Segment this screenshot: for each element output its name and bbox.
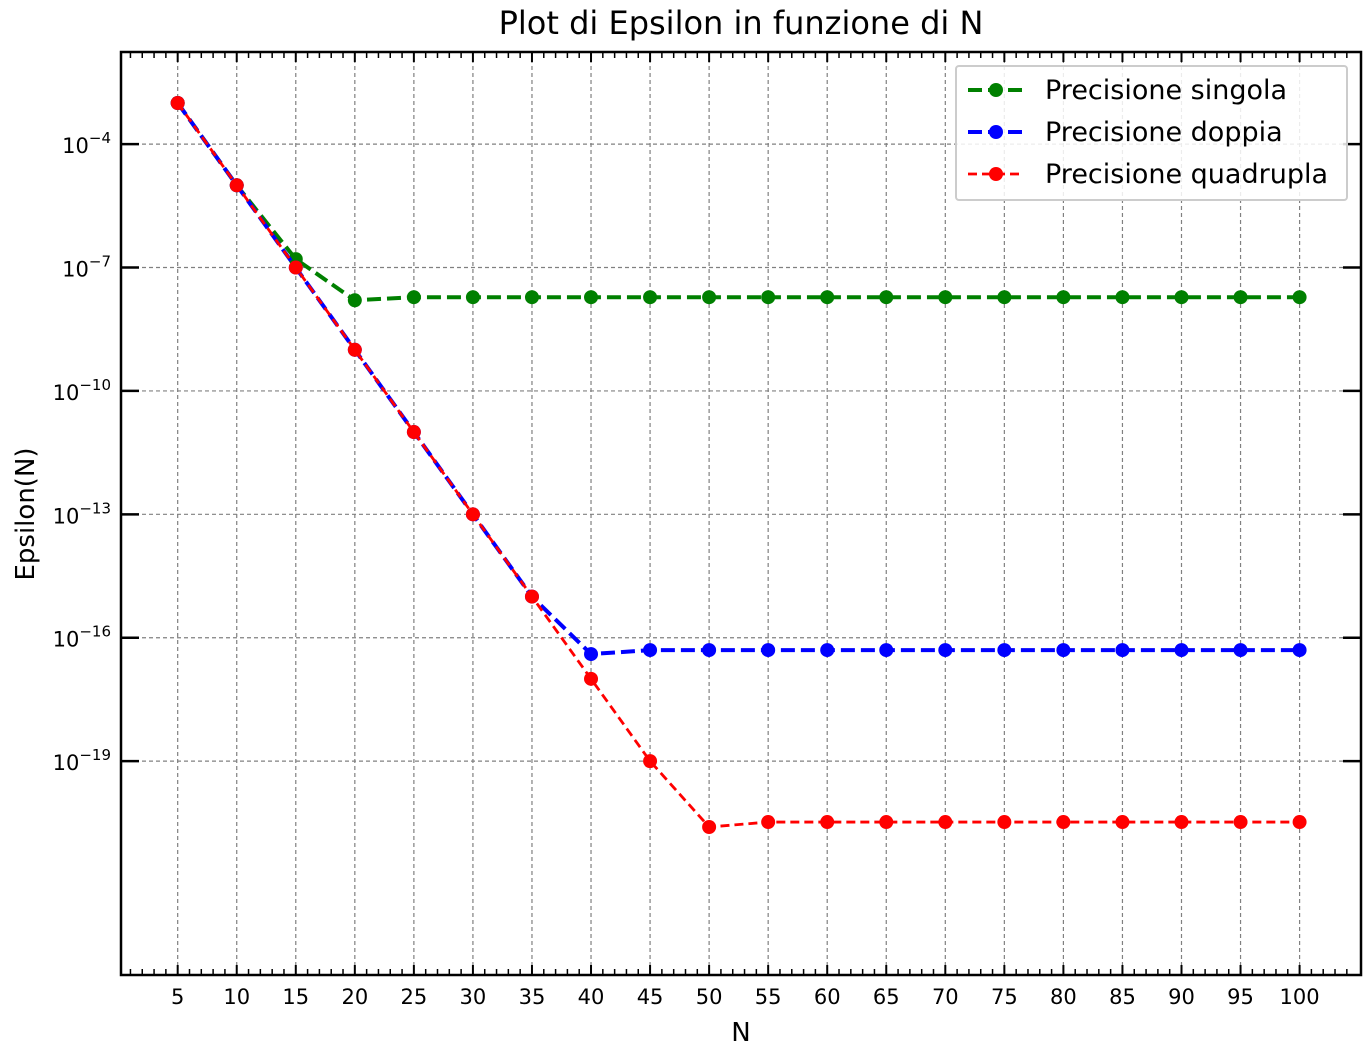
series-line	[176, 102, 1300, 829]
x-tick-label: 95	[1227, 985, 1254, 1009]
data-point-marker	[465, 507, 480, 522]
data-point-marker	[643, 643, 658, 658]
x-tick-label: 60	[814, 985, 841, 1009]
data-point-marker	[761, 290, 776, 305]
legend-label: Precisione quadrupla	[1045, 159, 1328, 190]
legend: Precisione singola Precisione doppia Preci…	[955, 65, 1348, 201]
series-line	[176, 101, 1300, 303]
data-point-marker	[1056, 643, 1071, 658]
data-point-marker	[643, 754, 658, 769]
y-tick-label: 10−10	[53, 376, 111, 405]
x-tick-label: 15	[282, 985, 309, 1009]
data-point-marker	[584, 290, 599, 305]
y-tick-label: 10−7	[62, 253, 111, 282]
data-point-marker	[465, 290, 480, 305]
data-point-marker	[879, 290, 894, 305]
legend-box	[955, 65, 1348, 201]
y-axis-label: Epsilon(N)	[11, 447, 41, 580]
data-point-marker	[820, 815, 835, 830]
y-tick-label: 10−19	[53, 746, 111, 775]
data-point-marker	[997, 643, 1012, 658]
x-tick-label: 25	[401, 985, 428, 1009]
x-tick-label: 30	[460, 985, 487, 1009]
x-tick-label: 10	[223, 985, 250, 1009]
data-point-marker	[879, 815, 894, 830]
data-point-marker	[1174, 290, 1189, 305]
data-point-marker	[229, 178, 244, 193]
data-point-marker	[1292, 815, 1307, 830]
y-tick-label: 10−13	[53, 499, 111, 528]
data-point-marker	[584, 671, 599, 686]
data-point-marker	[1056, 290, 1071, 305]
grid-lines	[121, 52, 1361, 975]
x-tick-label: 90	[1168, 985, 1195, 1009]
data-point-marker	[702, 290, 717, 305]
data-point-marker	[1233, 290, 1248, 305]
series-line	[176, 101, 1300, 657]
x-tick-label: 100	[1280, 985, 1320, 1009]
data-point-marker	[820, 643, 835, 658]
series-layer	[170, 96, 1307, 835]
legend-label: Precisione singola	[1045, 75, 1287, 106]
x-tick-label: 80	[1050, 985, 1077, 1009]
data-point-marker	[761, 643, 776, 658]
data-point-marker	[170, 96, 185, 111]
data-point-marker	[347, 293, 362, 308]
data-point-marker	[702, 643, 717, 658]
data-point-marker	[524, 290, 539, 305]
data-point-marker	[1174, 815, 1189, 830]
x-axis-label: N	[731, 1018, 750, 1048]
y-tick-label: 10−16	[53, 623, 111, 652]
x-tick-label: 85	[1109, 985, 1136, 1009]
data-point-marker	[406, 425, 421, 440]
legend-marker	[989, 83, 1003, 97]
data-point-marker	[997, 815, 1012, 830]
data-point-marker	[1056, 815, 1071, 830]
axis-ticks: 5 10 15 20 25 30 35 40 45 50 55 60 65 70 75 80 85 90 95 100…	[53, 52, 1361, 1009]
data-point-marker	[1292, 643, 1307, 658]
data-point-marker	[761, 815, 776, 830]
data-point-marker	[820, 290, 835, 305]
x-tick-label: 35	[519, 985, 546, 1009]
data-point-marker	[1115, 290, 1130, 305]
legend-marker	[989, 167, 1003, 181]
data-point-marker	[997, 290, 1012, 305]
x-tick-label: 75	[991, 985, 1018, 1009]
legend-label: Precisione doppia	[1045, 117, 1283, 148]
x-tick-label: 5	[171, 985, 184, 1009]
data-point-marker	[1233, 643, 1248, 658]
data-point-marker	[347, 342, 362, 357]
x-tick-label: 45	[637, 985, 664, 1009]
data-point-marker	[643, 290, 658, 305]
data-point-marker	[1115, 643, 1130, 658]
data-point-marker	[584, 647, 599, 662]
x-tick-label: 50	[696, 985, 723, 1009]
data-point-marker	[1233, 815, 1248, 830]
x-tick-label: 65	[873, 985, 900, 1009]
data-point-marker	[1174, 643, 1189, 658]
data-point-marker	[406, 290, 421, 305]
x-tick-label: 20	[341, 985, 368, 1009]
x-tick-label: 70	[932, 985, 959, 1009]
data-point-marker	[938, 815, 953, 830]
data-point-marker	[1115, 815, 1130, 830]
chart-title: Plot di Epsilon in funzione di N	[499, 4, 984, 42]
data-point-marker	[938, 290, 953, 305]
data-point-marker	[938, 643, 953, 658]
data-point-marker	[879, 643, 894, 658]
y-tick-label: 10−4	[62, 129, 111, 158]
x-tick-label: 40	[578, 985, 605, 1009]
data-point-marker	[1292, 290, 1307, 305]
data-point-marker	[288, 260, 303, 275]
data-point-marker	[524, 589, 539, 604]
data-point-marker	[702, 820, 717, 835]
legend-marker	[989, 125, 1003, 139]
x-tick-label: 55	[755, 985, 782, 1009]
